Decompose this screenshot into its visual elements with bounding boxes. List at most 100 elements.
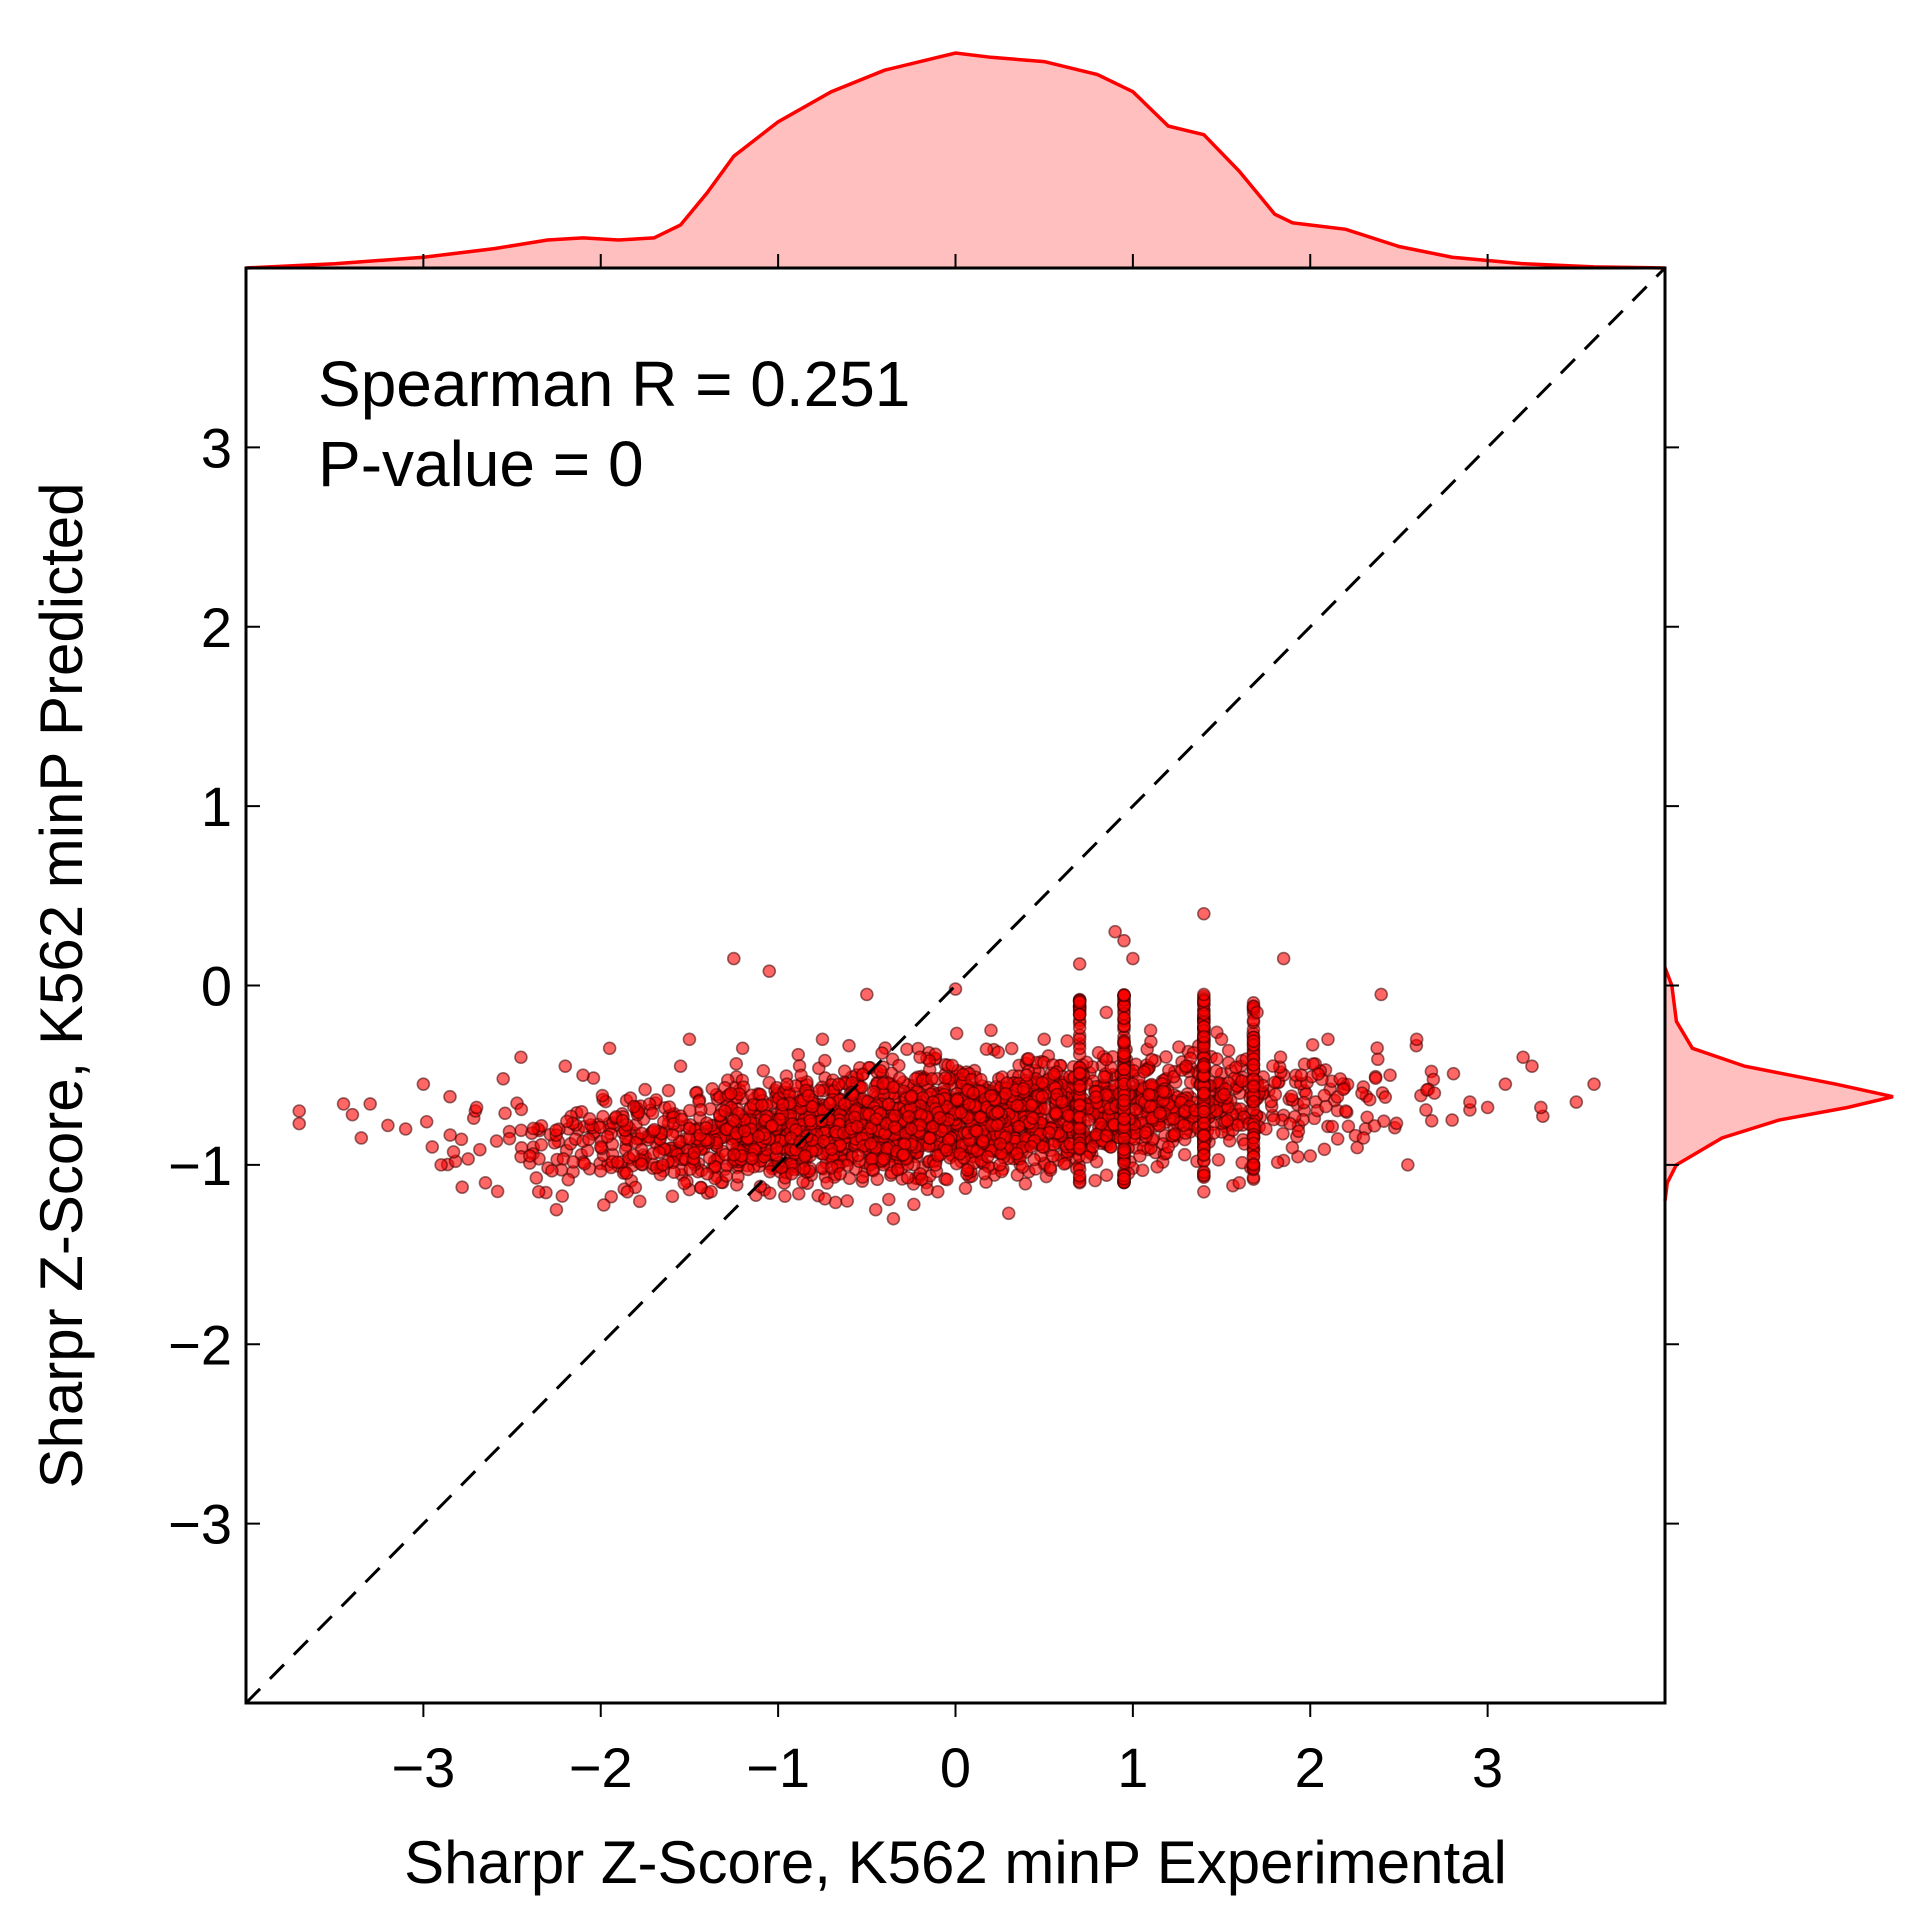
scatter-point [1266, 1112, 1281, 1127]
scatter-point [1424, 1114, 1439, 1128]
scatter-point [753, 1179, 768, 1194]
scatter-point [496, 1071, 510, 1086]
scatter-point [1445, 1113, 1459, 1127]
scatter-point [434, 1158, 448, 1172]
scatter-point [1117, 988, 1131, 1002]
scatter-point [718, 1104, 732, 1118]
scatter-point [1197, 1086, 1211, 1100]
scatter-point [561, 1172, 576, 1187]
scatter-point [860, 987, 874, 1002]
scatter-point [345, 1107, 360, 1122]
scatter-point [751, 1129, 766, 1144]
scatter-point [855, 1170, 870, 1184]
scatter-point [1072, 1066, 1087, 1080]
scatter-point [723, 1086, 738, 1101]
identity-reference-line [244, 266, 1667, 1705]
scatter-point [514, 1123, 528, 1138]
scatter-point [1172, 1040, 1186, 1054]
scatter-point [1004, 1041, 1019, 1056]
scatter-point [863, 1136, 878, 1151]
scatter-point [950, 1093, 964, 1107]
scatter-point [1209, 1064, 1224, 1078]
scatter-point [1232, 1176, 1247, 1190]
scatter-point [336, 1097, 351, 1111]
scatter-point [604, 1189, 619, 1204]
scatter-point [1296, 1095, 1311, 1110]
y-tick-label: 0 [201, 955, 232, 1018]
scatter-point [619, 1166, 634, 1181]
scatter-point [855, 1067, 870, 1082]
scatter-point [966, 1086, 981, 1100]
scatter-point [1341, 1119, 1356, 1134]
scatter-point [1246, 1079, 1261, 1094]
scatter-point [490, 1184, 505, 1199]
scatter-point [489, 1134, 504, 1148]
scatter-point [984, 1023, 998, 1038]
scatter-point [610, 1155, 625, 1170]
scatter-point [1108, 924, 1122, 939]
scatter-point [1012, 1119, 1026, 1134]
scatter-point [977, 1166, 992, 1181]
scatter-point [890, 1163, 905, 1177]
x-tick-label: 1 [1117, 1736, 1148, 1799]
scatter-point [677, 1176, 692, 1191]
scatter-point [1177, 1147, 1192, 1162]
scatter-point [778, 1189, 792, 1203]
scatter-point [577, 1157, 592, 1171]
scatter-point [1099, 1129, 1114, 1143]
scatter-point [1176, 1118, 1191, 1133]
scatter-point [582, 1132, 596, 1147]
scatter-point [626, 1099, 641, 1114]
scatter-point [1144, 1052, 1159, 1067]
scatter-point [634, 1126, 649, 1141]
scatter-point [882, 1192, 896, 1207]
x-tick-label: 2 [1295, 1736, 1326, 1799]
scatter-point [1370, 1041, 1384, 1055]
scatter-point [1024, 1139, 1038, 1154]
scatter-point [954, 1105, 968, 1120]
scatter-point [446, 1145, 461, 1159]
scatter-point [868, 1202, 883, 1217]
x-tick-label: −2 [569, 1736, 633, 1799]
scatter-point [702, 1151, 717, 1165]
scatter-point [455, 1180, 469, 1195]
scatter-point [1211, 1153, 1226, 1167]
scatter-point [534, 1138, 549, 1152]
scatter-point [1099, 1052, 1114, 1067]
scatter-point [1220, 1113, 1235, 1128]
scatter-point [886, 1080, 901, 1095]
scatter-point [1480, 1100, 1495, 1115]
scatter-point [753, 1087, 768, 1102]
scatter-point [1156, 1084, 1170, 1099]
scatter-point [661, 1083, 676, 1098]
scatter-point [1018, 1176, 1033, 1191]
scatter-point [975, 1134, 990, 1148]
scatter-point [1197, 987, 1211, 1002]
scatter-point [1401, 1158, 1415, 1172]
scatter-point [842, 1038, 856, 1053]
scatter-point [990, 1118, 1005, 1132]
scatter-point [1276, 1126, 1290, 1141]
scatter-point [948, 982, 963, 996]
scatter-point [292, 1104, 307, 1118]
scatter-point [1035, 1075, 1050, 1090]
scatter-point [791, 1186, 806, 1201]
scatter-point [522, 1149, 537, 1163]
scatter-point [729, 1057, 744, 1071]
scatter-point [904, 1122, 918, 1136]
scatter-point [1042, 1125, 1056, 1140]
scatter-point [1273, 1050, 1288, 1064]
scatter-point [1270, 1155, 1285, 1170]
scatter-point [823, 1096, 837, 1111]
scatter-point [949, 1026, 964, 1041]
scatter-point [1089, 1090, 1103, 1104]
scatter-point [1569, 1095, 1584, 1109]
scatter-point [469, 1100, 484, 1115]
scatter-point [1088, 1173, 1102, 1188]
scatter-point [576, 1068, 590, 1082]
scatter-point [1246, 1157, 1261, 1172]
axis-ticks [246, 254, 1679, 1717]
scatter-point [1283, 1116, 1297, 1131]
tick-labels: −3 −2 −1 0 1 2 3 −3 −2 −1 0 1 2 3 [168, 416, 1503, 1799]
